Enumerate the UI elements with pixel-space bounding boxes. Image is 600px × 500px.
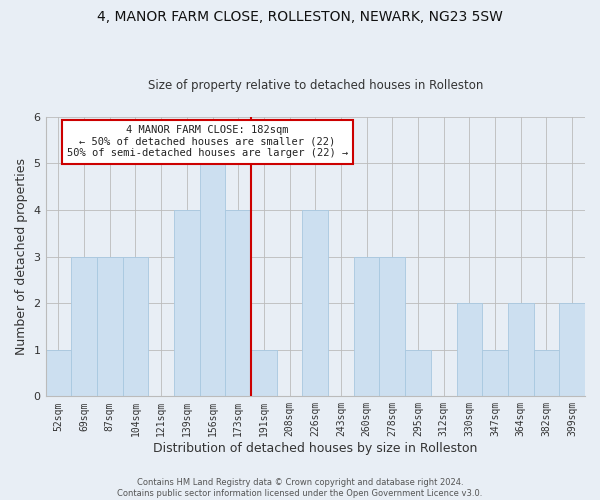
Text: 4, MANOR FARM CLOSE, ROLLESTON, NEWARK, NG23 5SW: 4, MANOR FARM CLOSE, ROLLESTON, NEWARK, … [97,10,503,24]
Bar [533,350,559,397]
X-axis label: Distribution of detached houses by size in Rolleston: Distribution of detached houses by size … [153,442,478,455]
Bar [379,256,405,396]
Bar [405,350,431,397]
Bar [508,303,533,396]
Bar [559,303,585,396]
Bar [97,256,122,396]
Title: Size of property relative to detached houses in Rolleston: Size of property relative to detached ho… [148,79,483,92]
Bar [122,256,148,396]
Bar [482,350,508,397]
Bar [46,350,71,397]
Bar [457,303,482,396]
Bar [200,164,226,396]
Bar [226,210,251,396]
Bar [302,210,328,396]
Text: Contains HM Land Registry data © Crown copyright and database right 2024.
Contai: Contains HM Land Registry data © Crown c… [118,478,482,498]
Bar [174,210,200,396]
Bar [71,256,97,396]
Text: 4 MANOR FARM CLOSE: 182sqm
← 50% of detached houses are smaller (22)
50% of semi: 4 MANOR FARM CLOSE: 182sqm ← 50% of deta… [67,125,348,158]
Bar [354,256,379,396]
Y-axis label: Number of detached properties: Number of detached properties [15,158,28,355]
Bar [251,350,277,397]
